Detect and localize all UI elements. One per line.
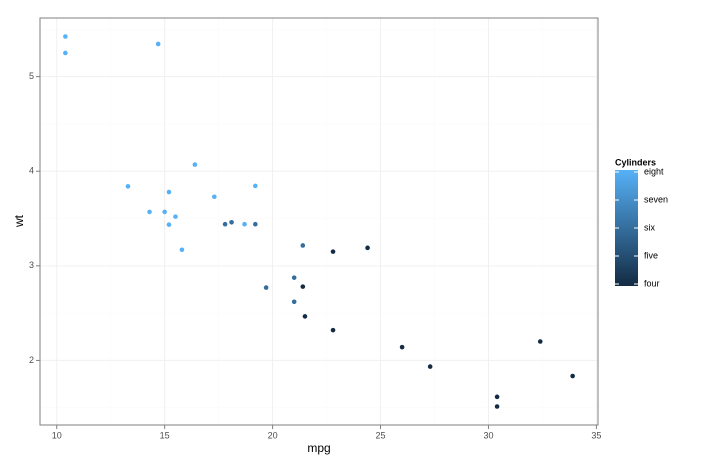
point — [494, 394, 500, 400]
point — [155, 41, 161, 47]
x-axis-title: mpg — [307, 441, 330, 455]
point — [365, 245, 370, 251]
point — [537, 339, 543, 344]
point — [399, 344, 405, 350]
legend-title: Cylinders — [615, 157, 656, 167]
point — [242, 221, 247, 227]
x-tick-label: 30 — [483, 430, 493, 440]
y-axis-title: wt — [12, 214, 26, 228]
point — [253, 221, 258, 227]
point — [330, 249, 336, 254]
x-tick-label: 25 — [376, 430, 386, 440]
point — [291, 299, 297, 305]
legend-label: four — [644, 278, 660, 288]
point — [300, 284, 306, 289]
point — [166, 222, 172, 227]
point — [263, 285, 269, 290]
point — [330, 327, 336, 333]
point — [147, 209, 152, 215]
x-tick-label: 35 — [591, 430, 601, 440]
y-tick-label: 4 — [29, 166, 34, 176]
point — [125, 184, 131, 189]
point — [222, 221, 228, 227]
point — [300, 243, 306, 248]
panel — [40, 18, 598, 425]
point — [166, 189, 172, 195]
point — [291, 275, 297, 280]
x-tick-label: 20 — [268, 430, 278, 440]
x-tick-label: 15 — [160, 430, 170, 440]
legend-label: six — [644, 222, 655, 232]
x-tick-label: 10 — [52, 430, 62, 440]
point — [63, 34, 68, 39]
point — [173, 214, 178, 219]
y-tick-label: 2 — [29, 355, 34, 365]
plot-area — [39, 17, 599, 426]
point — [179, 247, 185, 253]
point — [229, 220, 234, 225]
point — [570, 373, 575, 379]
legend-label: eight — [644, 166, 664, 176]
colorbar — [615, 170, 638, 286]
point — [427, 364, 433, 369]
panel-border — [39, 17, 599, 426]
point — [212, 194, 217, 200]
point — [63, 50, 68, 56]
point — [162, 209, 167, 215]
point — [192, 162, 198, 167]
legend-label: seven — [644, 194, 668, 204]
y-tick-label: 5 — [29, 71, 34, 81]
legend-label: five — [644, 250, 658, 260]
point — [253, 183, 258, 189]
point — [302, 314, 308, 319]
y-tick-label: 3 — [29, 260, 34, 270]
point — [494, 404, 500, 409]
